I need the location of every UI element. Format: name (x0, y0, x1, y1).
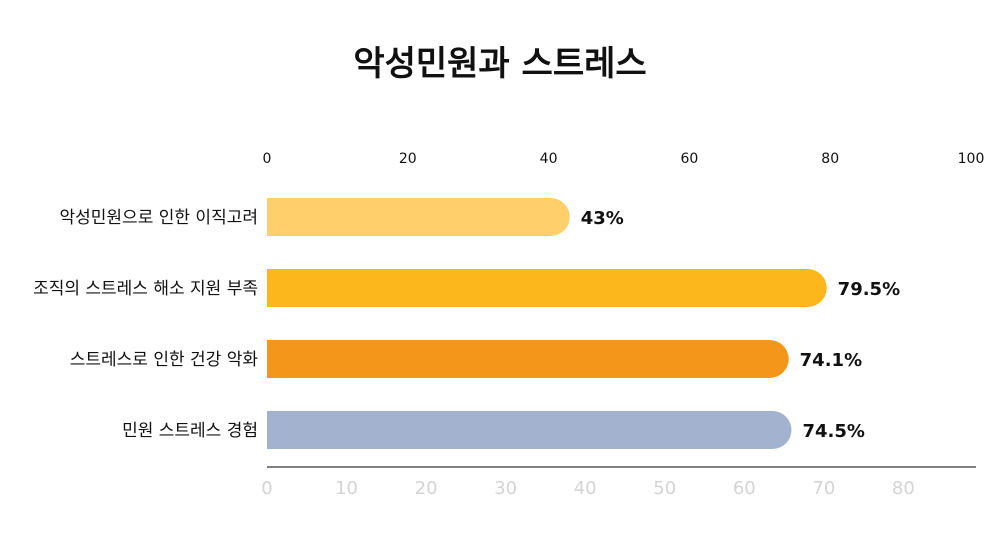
bottom-axis-tick-label: 0 (261, 478, 272, 499)
bottom-axis-tick-label: 20 (415, 478, 438, 499)
top-axis-tick-label: 0 (263, 151, 272, 167)
bar (267, 411, 792, 449)
value-label: 74.1% (800, 350, 862, 371)
bar (267, 340, 789, 378)
bar (267, 269, 827, 307)
bar-left-cap (267, 198, 287, 236)
top-axis-tick-label: 20 (399, 151, 417, 167)
bottom-axis-tick-label: 50 (653, 478, 676, 499)
category-label: 조직의 스트레스 해소 지원 부족 (33, 279, 258, 299)
bar-left-cap (267, 411, 287, 449)
category-label: 스트레스로 인한 건강 악화 (70, 350, 259, 370)
bottom-axis-tick-label: 10 (335, 478, 358, 499)
value-label: 74.5% (802, 421, 864, 442)
bottom-axis-tick-label: 60 (733, 478, 756, 499)
value-label: 43% (581, 208, 624, 229)
top-axis-tick-label: 80 (821, 151, 839, 167)
top-axis-tick-label: 60 (680, 151, 698, 167)
bottom-axis-tick-label: 80 (892, 478, 915, 499)
category-label: 민원 스트레스 경험 (122, 421, 258, 441)
bottom-axis-tick-label: 70 (812, 478, 835, 499)
bottom-axis-tick-label: 40 (574, 478, 597, 499)
bar-left-cap (267, 340, 287, 378)
top-axis-tick-label: 40 (540, 151, 558, 167)
bottom-axis: 0 10 20 30 40 50 60 70 80 (261, 478, 915, 499)
bar (267, 198, 570, 236)
chart-title: 악성민원과 스트레스 (353, 44, 646, 84)
top-axis-tick-label: 100 (958, 151, 985, 167)
bar-left-cap (267, 269, 287, 307)
category-label: 악성민원으로 인한 이직고려 (60, 208, 259, 228)
value-label: 79.5% (838, 279, 900, 300)
top-axis: 0 20 40 60 80 100 (263, 151, 985, 167)
bottom-axis-tick-label: 30 (494, 478, 517, 499)
bars-group: 악성민원으로 인한 이직고려 43% 조직의 스트레스 해소 지원 부족 79.5% 스… (33, 198, 900, 449)
